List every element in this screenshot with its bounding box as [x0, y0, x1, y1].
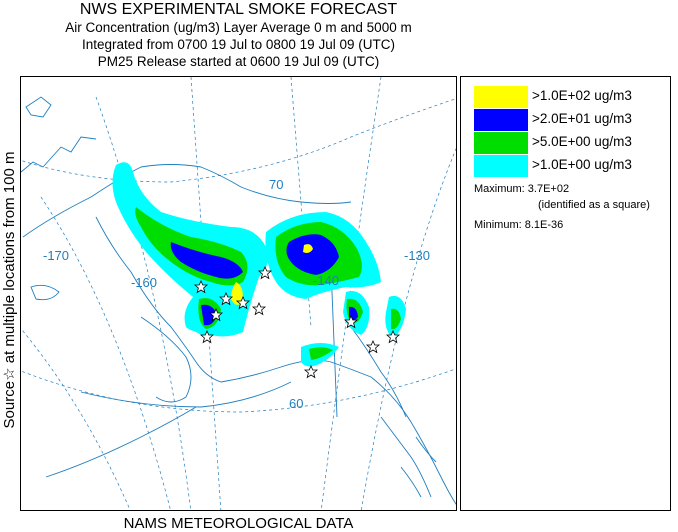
source-star-icon [199, 330, 215, 344]
plume-south-mid [309, 347, 333, 360]
coast-chukotka [21, 136, 97, 173]
lon-line-f [360, 148, 456, 510]
smoke-plume [112, 162, 406, 367]
coast-aleutian [45, 406, 197, 478]
legend-maximum: Maximum: 3.7E+02 [474, 183, 570, 195]
source-star-icon [385, 330, 401, 344]
lat-label-70: 70 [269, 177, 283, 192]
legend-maximum-note: (identified as a square) [538, 199, 650, 211]
lon-label-140: -140 [313, 273, 339, 288]
coast-yukon [350, 326, 407, 418]
footer-met-data: NAMS METEOROLOGICAL DATA [123, 515, 354, 532]
source-star-icon [218, 292, 234, 306]
lon-line-b [95, 96, 192, 510]
lon-label-130: -130 [404, 248, 430, 263]
lon-label-160: -160 [131, 275, 157, 290]
coast-peninsula [80, 381, 292, 408]
subtitle-integration: Integrated from 0700 19 Jul to 0800 19 J… [82, 37, 395, 52]
lon-line-c [40, 196, 171, 510]
plume-peak-east [303, 244, 313, 253]
legend-label-3: >5.0E+00 ug/m3 [532, 134, 632, 149]
source-star-icon [208, 308, 224, 322]
plume-west-high [170, 242, 243, 279]
coast-panhandle [380, 416, 432, 498]
coast-siberia [25, 96, 52, 118]
source-star-icon [193, 280, 209, 294]
subtitle-release: PM25 Release started at 0600 19 Jul 09 (… [97, 54, 380, 69]
coastlines [21, 96, 456, 505]
legend-panel: >1.0E+02 ug/m3 >2.0E+01 ug/m3 >5.0E+00 u… [460, 76, 671, 511]
plume-east-high [286, 234, 339, 275]
source-star-icon [257, 266, 273, 280]
source-star-icon [365, 340, 381, 354]
coast-gulf [220, 359, 456, 505]
legend-swatch-green [474, 132, 528, 154]
coast-islands [400, 436, 437, 498]
source-star-icon [251, 302, 267, 316]
legend-label-1: >1.0E+02 ug/m3 [532, 88, 632, 103]
smoke-map: -170 -160 -140 -130 70 60 [21, 77, 456, 510]
island-stlawrence [30, 284, 60, 301]
coast-interior [140, 316, 192, 403]
legend-label-4: >1.0E+00 ug/m3 [532, 157, 632, 172]
source-star-icon [343, 315, 359, 329]
source-star-icon [235, 296, 251, 310]
subtitle-concentration: Air Concentration (ug/m3) Layer Average … [65, 20, 412, 35]
plume-peak [231, 282, 243, 305]
source-star-icon [303, 365, 319, 379]
coast-west [95, 216, 222, 383]
lon-line-d [21, 328, 131, 510]
legend-swatch-blue [474, 109, 528, 131]
legend-minimum: Minimum: 8.1E-36 [474, 219, 564, 231]
lat-60-line [21, 368, 456, 413]
legend-swatch-yellow [474, 86, 528, 108]
lat-label-60: 60 [289, 396, 303, 411]
source-side-label: Source☆ at multiple locations from 100 m [1, 151, 18, 429]
map-panel: -170 -160 -140 -130 70 60 [20, 76, 457, 511]
map-title: NWS EXPERIMENTAL SMOKE FORECAST [79, 1, 398, 18]
legend-label-2: >2.0E+01 ug/m3 [532, 111, 632, 126]
coast-north [22, 164, 352, 238]
lon-label-170: -170 [43, 248, 69, 263]
source-stars [193, 266, 401, 379]
graticule-labels: -170 -160 -140 -130 70 60 [43, 177, 430, 411]
plume-canada-mid [391, 308, 401, 330]
lat-70-line [21, 98, 456, 183]
legend-swatch-cyan [474, 155, 528, 177]
